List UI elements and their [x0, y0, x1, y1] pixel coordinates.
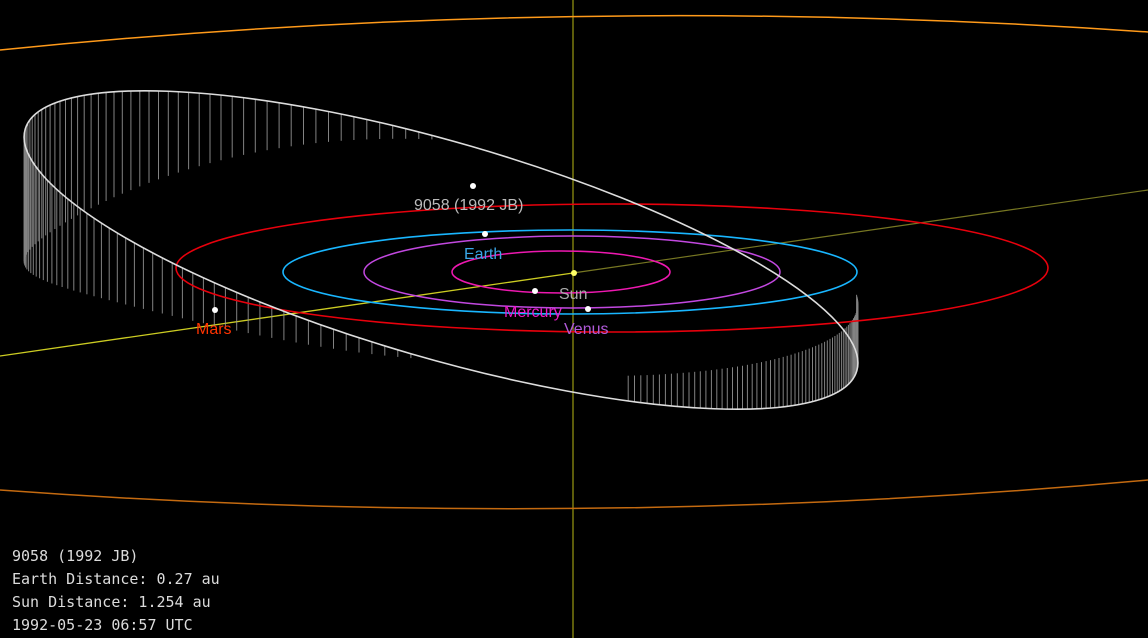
sun-label: Sun — [559, 286, 587, 303]
earth-orbit — [282, 229, 858, 315]
mercury-orbit — [451, 250, 671, 294]
mars-marker[interactable] — [212, 307, 218, 313]
jupiter-orbit-far-side — [0, 14, 1148, 51]
venus-orbit — [363, 235, 781, 309]
object-name-text: 9058 (1992 JB) — [12, 547, 139, 565]
asteroid-marker[interactable] — [470, 183, 476, 189]
mercury-label: Mercury — [504, 304, 562, 321]
sun-marker — [571, 270, 577, 276]
asteroid-orbit — [23, 89, 859, 411]
earth-marker[interactable] — [482, 231, 488, 237]
ecliptic-axis-line-far — [572, 189, 1148, 274]
asteroid-orbit-drop-lines — [23, 90, 859, 410]
info-panel: 9058 (1992 JB) Earth Distance: 0.27 au S… — [12, 545, 220, 637]
earth-distance-text: Earth Distance: 0.27 au — [12, 570, 220, 588]
ecliptic-axis-line-near — [0, 272, 574, 357]
mars-orbit — [175, 203, 1049, 333]
asteroid-label: 9058 (1992 JB) — [414, 197, 523, 214]
mars-label: Mars — [196, 321, 232, 338]
mercury-marker[interactable] — [532, 288, 538, 294]
sun-distance-text: Sun Distance: 1.254 au — [12, 593, 211, 611]
venus-label: Venus — [564, 321, 608, 338]
jupiter-orbit-near-side — [0, 479, 1148, 510]
datetime-text: 1992-05-23 06:57 UTC — [12, 616, 193, 634]
earth-label: Earth — [464, 246, 502, 263]
venus-marker[interactable] — [585, 306, 591, 312]
